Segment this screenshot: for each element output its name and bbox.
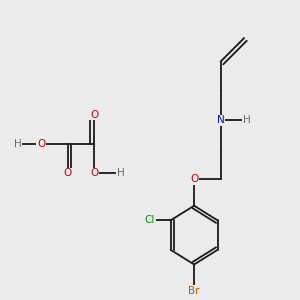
Text: H: H xyxy=(243,116,251,125)
Text: H: H xyxy=(117,168,124,178)
Text: O: O xyxy=(37,139,45,149)
Text: O: O xyxy=(90,168,98,178)
Text: O: O xyxy=(64,168,72,178)
Text: H: H xyxy=(14,139,22,149)
Text: O: O xyxy=(190,174,198,184)
Text: N: N xyxy=(217,116,224,125)
Text: Br: Br xyxy=(188,286,200,296)
Text: O: O xyxy=(90,110,98,119)
Text: Cl: Cl xyxy=(145,215,155,225)
